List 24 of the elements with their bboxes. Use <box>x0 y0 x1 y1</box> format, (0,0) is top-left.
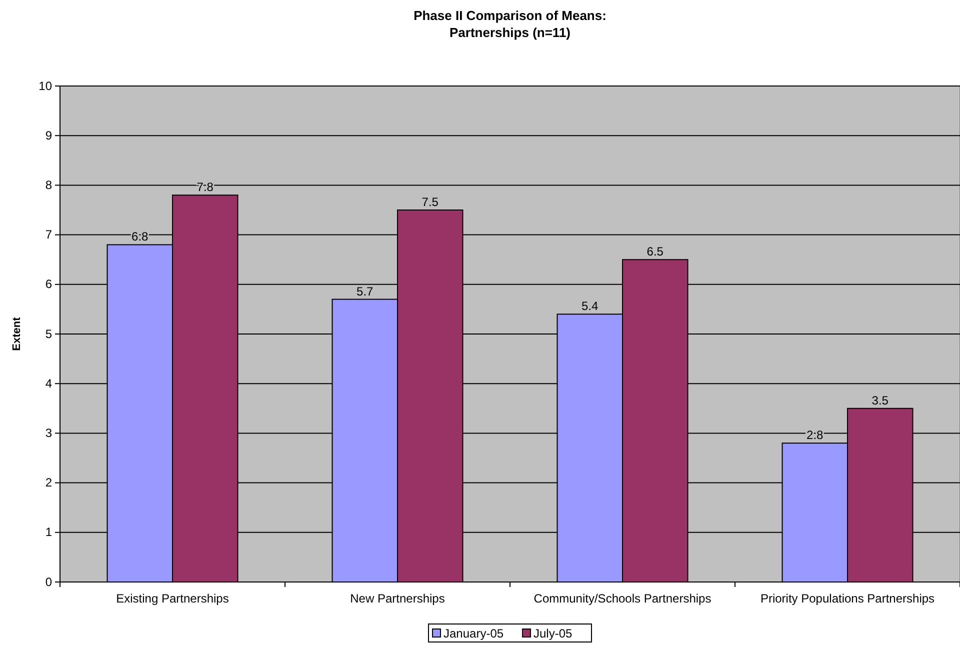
legend-label: July-05 <box>534 626 573 640</box>
chart-title: Phase II Comparison of Means: Partnerships (n=11) <box>414 8 606 40</box>
data-label: 6.5 <box>646 244 664 259</box>
y-tick-label: 5 <box>45 326 52 341</box>
x-tick-label: Priority Populations Partnerships <box>760 592 935 606</box>
y-tick-label: 2 <box>45 476 52 490</box>
data-label: 7.5 <box>422 195 439 209</box>
y-tick-label: 10 <box>38 78 52 93</box>
y-tick-label: 1 <box>45 525 52 540</box>
y-tick-label: 4 <box>45 376 52 390</box>
data-label: 3.5 <box>872 393 889 408</box>
y-tick-label: 8 <box>45 178 52 192</box>
y-tick-label: 3 <box>45 426 52 440</box>
x-tick-label: Community/Schools Partnerships <box>534 592 712 606</box>
y-tick-label: 0 <box>45 574 52 589</box>
x-tick-label: Existing Partnerships <box>116 592 229 606</box>
y-tick-label: 7 <box>45 228 52 242</box>
y-axis-title: Extent <box>11 316 23 351</box>
data-label: 5.7 <box>356 284 374 298</box>
x-tick-label: New Partnerships <box>350 592 445 606</box>
data-label: 5.4 <box>582 299 599 314</box>
legend-label: January-05 <box>444 626 504 640</box>
y-tick-label: 6 <box>45 277 52 292</box>
y-tick-label: 9 <box>45 128 52 142</box>
